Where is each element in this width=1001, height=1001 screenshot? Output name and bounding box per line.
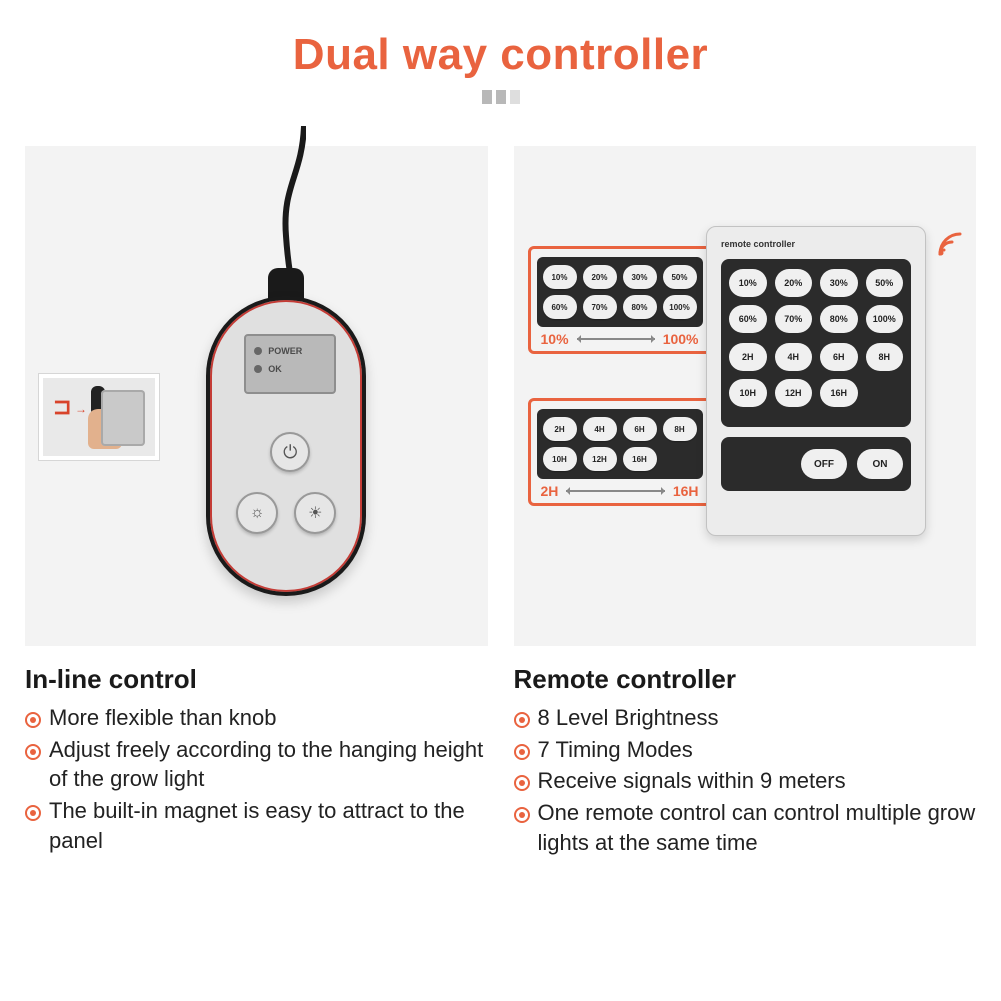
magnet-icon: ⊐ <box>53 394 71 420</box>
brightness-down-button[interactable]: ☼ <box>236 492 278 534</box>
timing-callout: 2H 4H 6H 8H 10H 12H 16H 2H 16H <box>528 398 712 506</box>
remote-bullet: Receive signals within 9 meters <box>514 766 977 796</box>
remote-brightness-button[interactable]: 10% <box>729 269 767 297</box>
page-title: Dual way controller <box>25 30 976 80</box>
brightness-option: 50% <box>663 265 697 289</box>
remote-brightness-button[interactable]: 60% <box>729 305 767 333</box>
brightness-up-button[interactable]: ☀ <box>294 492 336 534</box>
remote-brightness-button[interactable]: 80% <box>820 305 858 333</box>
remote-on-button[interactable]: ON <box>857 449 903 479</box>
brightness-option: 80% <box>623 295 657 319</box>
timing-option: 10H <box>543 447 577 471</box>
remote-control-description: Remote controller 8 Level Brightness 7 T… <box>514 664 977 859</box>
power-indicator-label: POWER <box>268 346 302 356</box>
timing-option: 16H <box>623 447 657 471</box>
inline-bullet: The built-in magnet is easy to attract t… <box>25 796 488 855</box>
remote-timer-button[interactable]: 6H <box>820 343 858 371</box>
timing-range-from: 2H <box>541 483 559 499</box>
brightness-option: 100% <box>663 295 697 319</box>
timing-range-to: 16H <box>673 483 699 499</box>
inline-control-panel: ⊐ POWER OK ⏻ <box>25 146 488 646</box>
remote-timer-button[interactable]: 10H <box>729 379 767 407</box>
remote-brightness-button[interactable]: 70% <box>775 305 813 333</box>
magnet-usage-thumbnail: ⊐ <box>39 374 159 460</box>
timing-option: 6H <box>623 417 657 441</box>
indicator-screen: POWER OK <box>244 334 336 394</box>
inline-controller-device: POWER OK ⏻ ☼ ☀ <box>206 186 366 606</box>
brightness-callout: 10% 20% 30% 50% 60% 70% 80% 100% 10% <box>528 246 712 354</box>
brightness-option: 70% <box>583 295 617 319</box>
timing-option: 8H <box>663 417 697 441</box>
remote-timer-button[interactable]: 12H <box>775 379 813 407</box>
brightness-option: 30% <box>623 265 657 289</box>
title-decoration-dots <box>25 90 976 104</box>
timing-option: 2H <box>543 417 577 441</box>
timing-option: 12H <box>583 447 617 471</box>
remote-brightness-button[interactable]: 30% <box>820 269 858 297</box>
ok-indicator-label: OK <box>268 364 282 374</box>
remote-timer-button[interactable]: 2H <box>729 343 767 371</box>
brightness-range-to: 100% <box>663 331 699 347</box>
inline-control-heading: In-line control <box>25 664 488 695</box>
remote-bullet: 7 Timing Modes <box>514 735 977 765</box>
remote-brightness-button[interactable]: 50% <box>866 269 904 297</box>
remote-off-button[interactable]: OFF <box>801 449 847 479</box>
remote-timer-button[interactable]: 8H <box>866 343 904 371</box>
inline-bullet: Adjust freely according to the hanging h… <box>25 735 488 794</box>
power-button[interactable]: ⏻ <box>270 432 310 472</box>
remote-control-panel: 10% 20% 30% 50% 60% 70% 80% 100% 10% <box>514 146 977 646</box>
brightness-option: 20% <box>583 265 617 289</box>
wireless-icon <box>934 228 966 265</box>
timing-option: 4H <box>583 417 617 441</box>
remote-timer-button[interactable]: 16H <box>820 379 858 407</box>
brightness-option: 10% <box>543 265 577 289</box>
remote-brightness-button[interactable]: 20% <box>775 269 813 297</box>
remote-control-heading: Remote controller <box>514 664 977 695</box>
remote-label: remote controller <box>721 239 911 249</box>
remote-brightness-button[interactable]: 100% <box>866 305 904 333</box>
remote-bullet: One remote control can control multiple … <box>514 798 977 857</box>
brightness-range-from: 10% <box>541 331 569 347</box>
remote-timer-button[interactable]: 4H <box>775 343 813 371</box>
inline-bullet: More flexible than knob <box>25 703 488 733</box>
remote-bullet: 8 Level Brightness <box>514 703 977 733</box>
inline-control-description: In-line control More flexible than knob … <box>25 664 488 859</box>
brightness-option: 60% <box>543 295 577 319</box>
remote-controller-device: remote controller 10% 20% 30% 50% 60% 70… <box>706 226 926 536</box>
